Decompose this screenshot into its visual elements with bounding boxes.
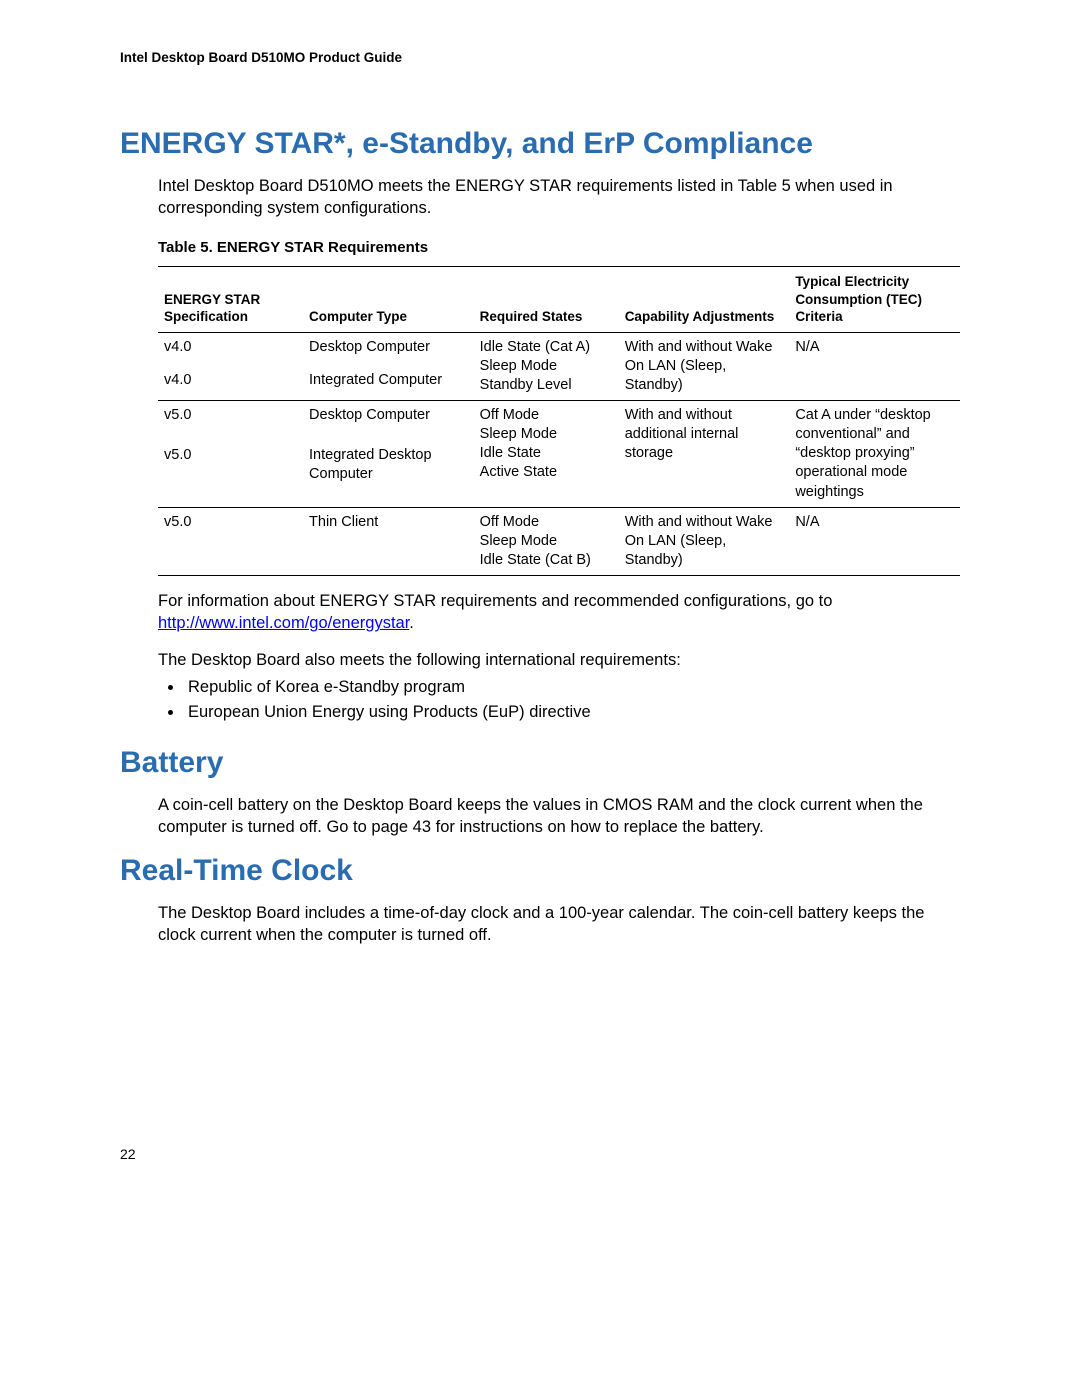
cell-type: Integrated Desktop Computer — [303, 441, 474, 507]
intl-req-intro: The Desktop Board also meets the followi… — [120, 649, 960, 671]
after-table-text-a: For information about ENERGY STAR requir… — [158, 592, 832, 610]
page-header: Intel Desktop Board D510MO Product Guide — [120, 50, 960, 65]
section-title-battery: Battery — [120, 744, 960, 782]
table-header-row: ENERGY STAR Specification Computer Type … — [158, 267, 960, 333]
cell-type: Thin Client — [303, 507, 474, 575]
intro-paragraph: Intel Desktop Board D510MO meets the ENE… — [120, 175, 960, 220]
cell-spec: v5.0 — [158, 441, 303, 507]
table-body: v4.0Desktop ComputerIdle State (Cat A) S… — [158, 332, 960, 575]
table-caption: Table 5. ENERGY STAR Requirements — [158, 239, 960, 256]
cell-tec: Cat A under “desktop conventional” and “… — [789, 401, 960, 508]
cell-spec: v4.0 — [158, 366, 303, 400]
cell-adjust: With and without Wake On LAN (Sleep, Sta… — [619, 332, 790, 400]
cell-states: Off Mode Sleep Mode Idle State (Cat B) — [474, 507, 619, 575]
col-header-adjust: Capability Adjustments — [619, 267, 790, 333]
after-table-link-para: For information about ENERGY STAR requir… — [120, 590, 960, 635]
table-row: v4.0Desktop ComputerIdle State (Cat A) S… — [158, 332, 960, 366]
list-item: European Union Energy using Products (Eu… — [184, 700, 960, 725]
energy-star-link[interactable]: http://www.intel.com/go/energystar — [158, 614, 409, 632]
cell-type: Integrated Computer — [303, 366, 474, 400]
cell-spec: v4.0 — [158, 332, 303, 366]
table-row: v5.0Desktop ComputerOff Mode Sleep Mode … — [158, 401, 960, 441]
cell-spec: v5.0 — [158, 401, 303, 441]
cell-spec: v5.0 — [158, 507, 303, 575]
intl-req-list: Republic of Korea e-Standby programEurop… — [158, 675, 960, 725]
cell-tec: N/A — [789, 507, 960, 575]
col-header-type: Computer Type — [303, 267, 474, 333]
section-title-energy-star: ENERGY STAR*, e-Standby, and ErP Complia… — [120, 125, 960, 163]
table-row: v5.0Thin ClientOff Mode Sleep Mode Idle … — [158, 507, 960, 575]
cell-type: Desktop Computer — [303, 401, 474, 441]
battery-paragraph: A coin-cell battery on the Desktop Board… — [120, 794, 960, 839]
section-title-rtc: Real-Time Clock — [120, 852, 960, 890]
rtc-paragraph: The Desktop Board includes a time-of-day… — [120, 902, 960, 947]
energy-star-table: ENERGY STAR Specification Computer Type … — [158, 266, 960, 576]
col-header-states: Required States — [474, 267, 619, 333]
cell-adjust: With and without additional internal sto… — [619, 401, 790, 508]
document-page: Intel Desktop Board D510MO Product Guide… — [0, 0, 1080, 1212]
col-header-spec: ENERGY STAR Specification — [158, 267, 303, 333]
cell-tec: N/A — [789, 332, 960, 400]
cell-type: Desktop Computer — [303, 332, 474, 366]
list-item: Republic of Korea e-Standby program — [184, 675, 960, 700]
page-number: 22 — [120, 1146, 960, 1162]
cell-adjust: With and without Wake On LAN (Sleep, Sta… — [619, 507, 790, 575]
cell-states: Idle State (Cat A) Sleep Mode Standby Le… — [474, 332, 619, 400]
after-table-text-b: . — [409, 614, 414, 632]
cell-states: Off Mode Sleep Mode Idle State Active St… — [474, 401, 619, 508]
col-header-tec: Typical Electricity Consumption (TEC) Cr… — [789, 267, 960, 333]
